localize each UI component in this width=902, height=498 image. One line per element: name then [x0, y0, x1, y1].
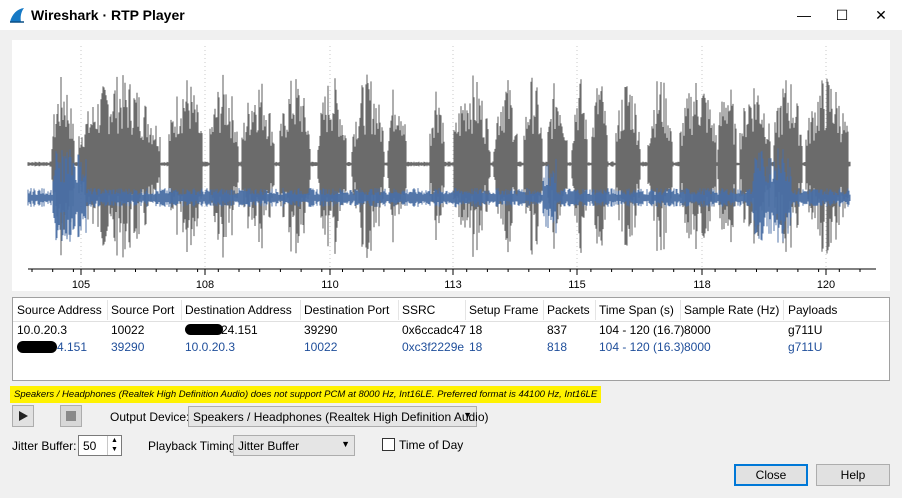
stream-waveform-1: [27, 74, 851, 258]
col-destination-port[interactable]: Destination Port: [304, 303, 390, 317]
stream-waveform-2: [27, 148, 851, 243]
cell-payloads: g711U: [788, 323, 823, 337]
time-tick-label: 105: [72, 279, 90, 291]
time-tick-label: 108: [196, 279, 214, 291]
close-icon: ✕: [875, 6, 887, 23]
col-packets[interactable]: Packets: [547, 303, 590, 317]
playback-timing-label: Playback Timing:: [148, 439, 239, 453]
cell-setup-frame: 18: [469, 340, 483, 354]
cell-ssrc: 0xc3f2229e: [402, 340, 465, 354]
play-icon: [19, 411, 28, 421]
time-of-day-label[interactable]: Time of Day: [399, 438, 464, 452]
time-tick-label: 118: [693, 279, 711, 291]
jitter-buffer-spinbox[interactable]: 50 ▲ ▼: [78, 435, 122, 456]
stream-table[interactable]: Source Address Source Port Destination A…: [12, 297, 890, 381]
maximize-icon: ☐: [835, 6, 849, 23]
cell-sample-rate: 8000: [684, 323, 711, 337]
stop-button[interactable]: [60, 405, 82, 427]
cell-packets: 818: [547, 340, 568, 354]
spin-arrows-icon[interactable]: ▲ ▼: [107, 436, 121, 455]
time-axis: 105 108 110 113 115 118 120: [28, 268, 876, 291]
col-time-span[interactable]: Time Span (s): [599, 303, 674, 317]
table-header: Source Address Source Port Destination A…: [13, 298, 889, 322]
cell-time-span: 104 - 120 (16.7): [599, 323, 685, 337]
cell-source-port: 10022: [111, 323, 145, 337]
audio-format-warning: Speakers / Headphones (Realtek High Defi…: [10, 386, 602, 403]
waveform-plot[interactable]: 105 108 110 113 115 118 120: [12, 40, 890, 291]
redaction-mark: [185, 324, 223, 335]
maximize-button[interactable]: ☐: [822, 0, 862, 30]
playback-timing-select[interactable]: Jitter Buffer ▼: [233, 435, 355, 456]
output-device-label: Output Device:: [110, 410, 190, 424]
cell-source-address: 10.0.20.3: [17, 323, 68, 337]
cell-ssrc: 0x6ccadc47: [402, 323, 467, 337]
col-setup-frame[interactable]: Setup Frame: [469, 303, 539, 317]
chevron-down-icon: ▼: [341, 439, 350, 449]
cell-time-span: 104 - 120 (16.3): [599, 340, 685, 354]
playback-timing-value: Jitter Buffer: [238, 439, 300, 453]
stop-icon: [66, 411, 76, 421]
time-tick-label: 115: [568, 279, 586, 291]
cell-destination-port: 39290: [304, 323, 338, 337]
time-tick-label: 110: [321, 279, 339, 291]
time-of-day-checkbox[interactable]: [382, 438, 395, 451]
play-button[interactable]: [12, 405, 34, 427]
cell-sample-rate: 8000: [684, 340, 711, 354]
cell-setup-frame: 18: [469, 323, 483, 337]
minimize-icon: —: [797, 7, 811, 23]
jitter-buffer-value: 50: [83, 439, 97, 453]
cell-packets: 837: [547, 323, 568, 337]
title-bar: Wireshark · RTP Player — ☐ ✕: [0, 0, 902, 30]
time-tick-label: 120: [817, 279, 835, 291]
redaction-mark: [17, 341, 57, 353]
waveform-svg[interactable]: 105 108 110 113 115 118 120: [12, 40, 890, 291]
cell-source-address: 4.151: [57, 340, 88, 354]
close-window-button[interactable]: ✕: [861, 0, 901, 30]
cell-source-port: 39290: [111, 340, 145, 354]
col-source-port[interactable]: Source Port: [111, 303, 175, 317]
cell-payloads: g711U: [788, 340, 823, 354]
close-button[interactable]: Close: [734, 464, 808, 486]
wireshark-fin-icon: [10, 8, 24, 23]
help-button[interactable]: Help: [816, 464, 890, 486]
cell-destination-address: 24.151: [221, 323, 258, 337]
chevron-down-icon: ▼: [463, 410, 472, 420]
time-tick-label: 113: [444, 279, 462, 291]
cell-destination-port: 10022: [304, 340, 338, 354]
col-source-address[interactable]: Source Address: [17, 303, 102, 317]
window-title: Wireshark · RTP Player: [31, 7, 185, 23]
col-destination-address[interactable]: Destination Address: [185, 303, 292, 317]
output-device-select[interactable]: Speakers / Headphones (Realtek High Defi…: [188, 406, 489, 427]
col-payloads[interactable]: Payloads: [788, 303, 838, 317]
col-sample-rate[interactable]: Sample Rate (Hz): [684, 303, 780, 317]
output-device-value: Speakers / Headphones (Realtek High Defi…: [193, 410, 489, 424]
cell-destination-address: 10.0.20.3: [185, 340, 236, 354]
col-ssrc[interactable]: SSRC: [402, 303, 436, 317]
jitter-buffer-label: Jitter Buffer:: [12, 439, 77, 453]
minimize-button[interactable]: —: [784, 0, 824, 30]
